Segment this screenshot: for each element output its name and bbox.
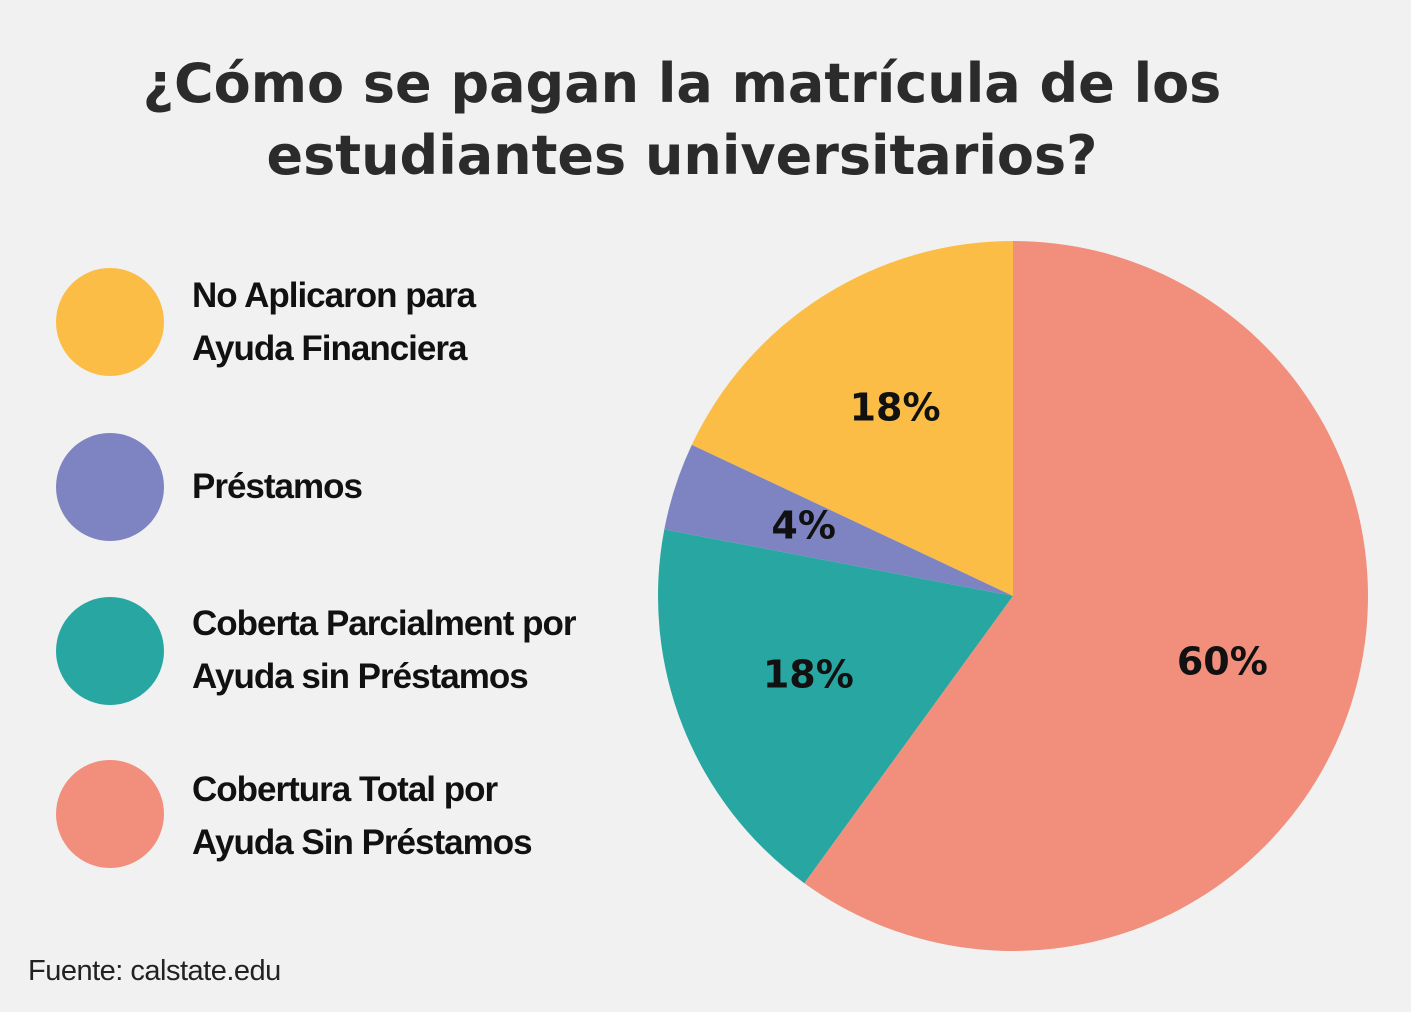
legend-label-prestamos: Préstamos: [192, 460, 363, 513]
pie-slice-cobertura-parcial: [657, 529, 1013, 884]
legend-label-no-aplicaron-line-1: No Aplicaron para: [192, 276, 476, 315]
legend-label-no-aplicaron: No Aplicaron para Ayuda Financiera: [192, 269, 476, 375]
legend-swatch-prestamos: [56, 433, 164, 541]
pie-label-no-aplicaron: 18%: [850, 386, 941, 430]
legend-swatch-no-aplicaron: [56, 268, 164, 376]
pie-slice-prestamos: [664, 444, 1013, 596]
legend-label-prestamos-line-1: Préstamos: [192, 467, 363, 506]
legend-label-cobertura-total-line-2: Ayuda Sin Préstamos: [192, 823, 533, 862]
pie-slice-cobertura-total: [804, 241, 1369, 951]
pie-slice-no-aplicaron: [691, 241, 1013, 596]
pie-label-cobertura-total: 60%: [1177, 640, 1268, 684]
legend-label-no-aplicaron-line-2: Ayuda Financiera: [192, 329, 467, 368]
legend-label-cobertura-total: Cobertura Total por Ayuda Sin Préstamos: [192, 763, 533, 869]
pie-label-cobertura-parcial: 18%: [763, 653, 854, 697]
chart-title-line-1: ¿Cómo se pagan la matrícula de los: [142, 52, 1222, 115]
legend: No Aplicaron para Ayuda Financiera Prést…: [56, 0, 656, 1012]
legend-label-cobertura-parcial-line-1: Coberta Parcialment por: [192, 604, 576, 643]
source-note: Fuente: calstate.edu: [28, 955, 281, 987]
chart-title-line-2: estudiantes universitarios?: [266, 124, 1098, 187]
chart-title: ¿Cómo se pagan la matrícula de los estud…: [0, 48, 1364, 192]
legend-label-cobertura-parcial-line-2: Ayuda sin Préstamos: [192, 657, 529, 696]
pie-label-prestamos: 4%: [771, 503, 836, 547]
legend-swatch-cobertura-total: [56, 760, 164, 868]
legend-swatch-cobertura-parcial: [56, 597, 164, 705]
legend-label-cobertura-parcial: Coberta Parcialment por Ayuda sin Présta…: [192, 597, 576, 703]
legend-label-cobertura-total-line-1: Cobertura Total por: [192, 770, 498, 809]
